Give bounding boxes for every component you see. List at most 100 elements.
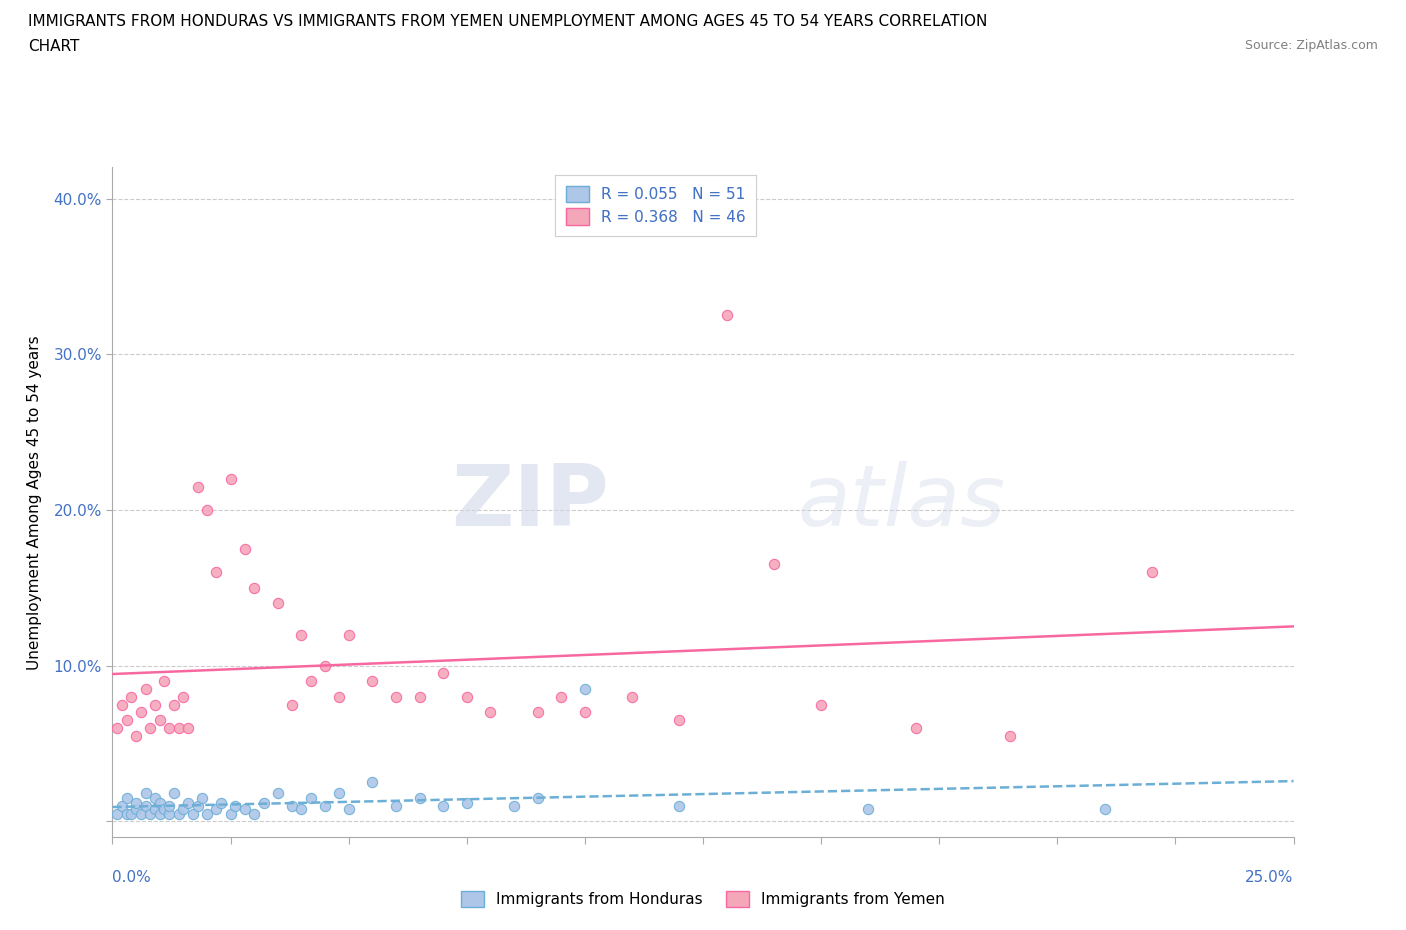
Point bbox=[125, 795, 148, 810]
Point bbox=[281, 799, 304, 814]
Text: IMMIGRANTS FROM HONDURAS VS IMMIGRANTS FROM YEMEN UNEMPLOYMENT AMONG AGES 45 TO : IMMIGRANTS FROM HONDURAS VS IMMIGRANTS F… bbox=[28, 14, 987, 29]
Point bbox=[186, 479, 208, 494]
Point bbox=[1140, 565, 1163, 579]
Point bbox=[267, 596, 290, 611]
Point bbox=[129, 705, 152, 720]
Text: 25.0%: 25.0% bbox=[1246, 870, 1294, 884]
Point bbox=[526, 705, 548, 720]
Point bbox=[253, 795, 276, 810]
Point bbox=[177, 721, 200, 736]
Point bbox=[157, 799, 180, 814]
Point bbox=[243, 806, 266, 821]
Point bbox=[167, 806, 190, 821]
Point bbox=[299, 674, 322, 689]
Point bbox=[191, 790, 214, 805]
Point bbox=[385, 689, 408, 704]
Text: atlas: atlas bbox=[797, 460, 1005, 544]
Point bbox=[432, 799, 454, 814]
Point bbox=[157, 806, 180, 821]
Point bbox=[668, 799, 690, 814]
Point bbox=[290, 627, 312, 642]
Point bbox=[668, 712, 690, 727]
Point bbox=[163, 698, 186, 712]
Legend: R = 0.055   N = 51, R = 0.368   N = 46: R = 0.055 N = 51, R = 0.368 N = 46 bbox=[555, 175, 756, 236]
Point bbox=[105, 806, 128, 821]
Legend: Immigrants from Honduras, Immigrants from Yemen: Immigrants from Honduras, Immigrants fro… bbox=[456, 884, 950, 913]
Text: CHART: CHART bbox=[28, 39, 80, 54]
Point bbox=[314, 658, 336, 673]
Point bbox=[135, 799, 157, 814]
Point bbox=[314, 799, 336, 814]
Point bbox=[115, 790, 138, 805]
Point bbox=[810, 698, 832, 712]
Point bbox=[105, 721, 128, 736]
Point bbox=[167, 721, 190, 736]
Point bbox=[243, 580, 266, 595]
Point bbox=[195, 806, 218, 821]
Point bbox=[172, 689, 194, 704]
Point bbox=[163, 786, 186, 801]
Point bbox=[181, 806, 204, 821]
Point bbox=[479, 705, 502, 720]
Point bbox=[139, 721, 162, 736]
Point bbox=[456, 795, 478, 810]
Y-axis label: Unemployment Among Ages 45 to 54 years: Unemployment Among Ages 45 to 54 years bbox=[28, 335, 42, 670]
Point bbox=[762, 557, 785, 572]
Point bbox=[456, 689, 478, 704]
Point bbox=[209, 795, 232, 810]
Point bbox=[149, 806, 172, 821]
Point bbox=[115, 806, 138, 821]
Text: 0.0%: 0.0% bbox=[112, 870, 152, 884]
Point bbox=[858, 802, 880, 817]
Point bbox=[172, 802, 194, 817]
Point bbox=[290, 802, 312, 817]
Point bbox=[385, 799, 408, 814]
Point bbox=[115, 712, 138, 727]
Point bbox=[149, 712, 172, 727]
Point bbox=[233, 802, 256, 817]
Point bbox=[157, 721, 180, 736]
Point bbox=[125, 802, 148, 817]
Point bbox=[328, 689, 350, 704]
Point bbox=[550, 689, 572, 704]
Point bbox=[267, 786, 290, 801]
Point bbox=[219, 472, 242, 486]
Point bbox=[120, 689, 142, 704]
Point bbox=[120, 806, 142, 821]
Point bbox=[135, 682, 157, 697]
Point bbox=[143, 802, 166, 817]
Point bbox=[526, 790, 548, 805]
Point bbox=[135, 786, 157, 801]
Point bbox=[716, 308, 738, 323]
Point bbox=[205, 802, 228, 817]
Point bbox=[186, 799, 208, 814]
Point bbox=[205, 565, 228, 579]
Point bbox=[153, 802, 176, 817]
Point bbox=[129, 806, 152, 821]
Point bbox=[503, 799, 526, 814]
Point bbox=[281, 698, 304, 712]
Point bbox=[195, 502, 218, 517]
Point bbox=[177, 795, 200, 810]
Point bbox=[224, 799, 246, 814]
Point bbox=[337, 802, 360, 817]
Point bbox=[328, 786, 350, 801]
Point bbox=[299, 790, 322, 805]
Point bbox=[111, 799, 134, 814]
Point bbox=[621, 689, 644, 704]
Point bbox=[432, 666, 454, 681]
Point bbox=[125, 728, 148, 743]
Point bbox=[111, 698, 134, 712]
Point bbox=[574, 682, 596, 697]
Point bbox=[149, 795, 172, 810]
Point bbox=[1094, 802, 1116, 817]
Point bbox=[139, 806, 162, 821]
Point bbox=[904, 721, 927, 736]
Point bbox=[998, 728, 1021, 743]
Point bbox=[219, 806, 242, 821]
Point bbox=[361, 775, 384, 790]
Point bbox=[233, 541, 256, 556]
Text: ZIP: ZIP bbox=[451, 460, 609, 544]
Point bbox=[153, 674, 176, 689]
Point bbox=[574, 705, 596, 720]
